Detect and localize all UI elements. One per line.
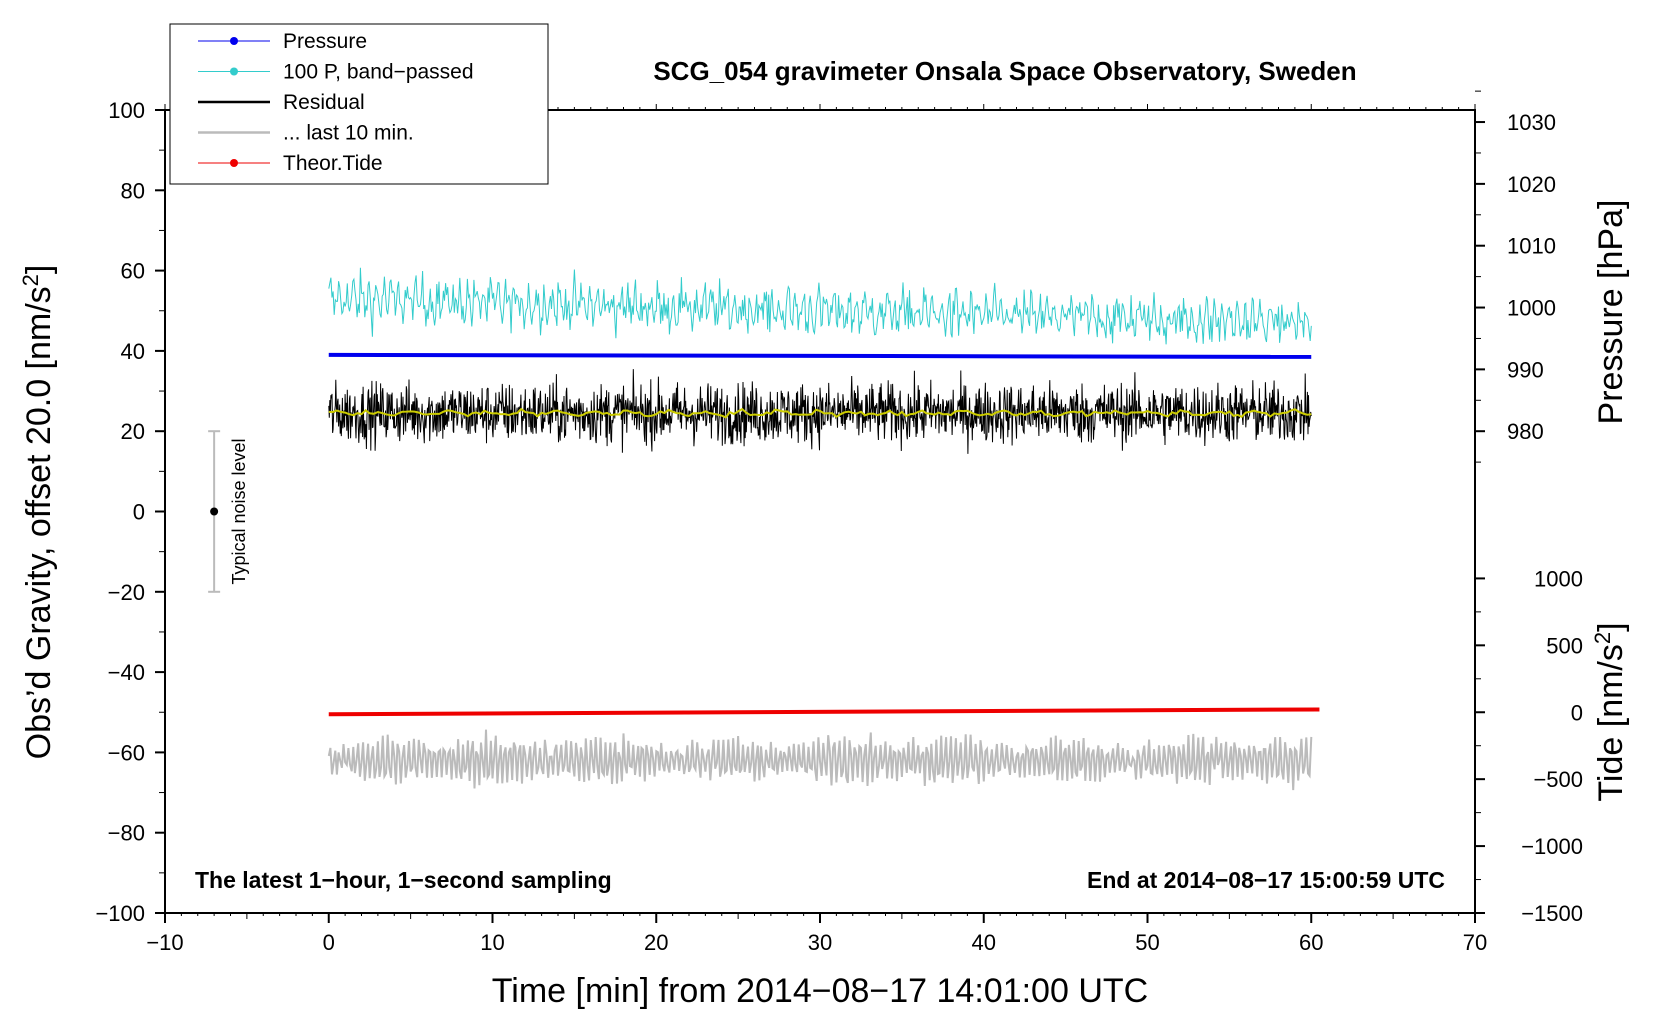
y-tick-label: 80 bbox=[121, 178, 145, 203]
legend-label: Residual bbox=[283, 91, 365, 114]
y-axis-label-left-sup: 2 bbox=[18, 274, 43, 286]
legend-label: Pressure bbox=[283, 30, 367, 53]
axes-layer: −10 0 10 20 30 40 50 60 70−100−80−60−40−20020406… bbox=[95, 90, 1583, 955]
y-tick-label: 0 bbox=[133, 500, 145, 525]
y-axis-label-tide-main: Tide [nm/s bbox=[1592, 644, 1630, 801]
tide-tick-label: 0 bbox=[1571, 700, 1583, 725]
pressure-tick-label: 990 bbox=[1507, 357, 1544, 382]
y-tick-label: −60 bbox=[108, 740, 145, 765]
y-tick-label: 20 bbox=[121, 419, 145, 444]
noise-indicator: Typical noise level bbox=[208, 430, 249, 593]
noise-label: Typical noise level bbox=[229, 438, 249, 584]
y-tick-label: −20 bbox=[108, 580, 145, 605]
pressure-tick-label: 1010 bbox=[1507, 234, 1556, 259]
tide-tick-label: 500 bbox=[1546, 633, 1583, 658]
pressure-tick-label: 1020 bbox=[1507, 172, 1556, 197]
legend-marker bbox=[230, 37, 238, 45]
series-theoretical-tide bbox=[328, 707, 1320, 717]
x-tick-label: 30 bbox=[808, 930, 832, 955]
x-tick-label: 10 bbox=[480, 930, 504, 955]
annotation-bottom-left: The latest 1−hour, 1−second sampling bbox=[195, 867, 612, 893]
x-tick-label: 20 bbox=[644, 930, 668, 955]
series-residual bbox=[328, 369, 1312, 454]
pressure-tick-label: 980 bbox=[1507, 419, 1544, 444]
y-axis-label-tide-end: ] bbox=[1592, 622, 1630, 631]
y-tick-label: 60 bbox=[121, 259, 145, 284]
tide-tick-label: −1000 bbox=[1521, 834, 1583, 859]
annotation-bottom-right: End at 2014−08−17 15:00:59 UTC bbox=[1087, 867, 1445, 893]
pressure-tick-label: 1030 bbox=[1507, 110, 1556, 135]
plot-frame bbox=[164, 109, 1476, 914]
y-axis-label-tide: Tide [nm/s2] bbox=[1590, 622, 1630, 801]
x-tick-label: 70 bbox=[1463, 930, 1487, 955]
tide-tick-label: −1500 bbox=[1521, 901, 1583, 926]
tide-tick-label: 1000 bbox=[1534, 566, 1583, 591]
y-axis-label-left-main: Obs’d Gravity, offset 20.0 [nm/s bbox=[20, 286, 58, 759]
y-tick-label: 40 bbox=[121, 339, 145, 364]
legend: Pressure 100 P, band−passed Residual ... la… bbox=[169, 23, 549, 185]
x-axis-label: Time [min] from 2014−08−17 14:01:00 UTC bbox=[492, 972, 1148, 1010]
legend-label: Theor.Tide bbox=[283, 152, 383, 175]
y-tick-label: −100 bbox=[95, 901, 145, 926]
x-tick-label: 40 bbox=[972, 930, 996, 955]
legend-label: ... last 10 min. bbox=[283, 122, 414, 145]
y-tick-label: −80 bbox=[108, 821, 145, 846]
x-tick-label: 60 bbox=[1299, 930, 1323, 955]
legend-label: 100 P, band−passed bbox=[283, 61, 474, 84]
y-axis-label-tide-sup: 2 bbox=[1590, 632, 1615, 644]
legend-marker bbox=[230, 67, 238, 76]
y-axis-label-left-end: ] bbox=[20, 265, 58, 274]
noise-center-dot bbox=[210, 507, 219, 516]
legend-box bbox=[169, 23, 549, 185]
series-pressure bbox=[328, 352, 1312, 359]
series-layer bbox=[327, 267, 1320, 791]
legend-marker bbox=[230, 159, 238, 167]
pressure-tick-label: 1000 bbox=[1507, 296, 1556, 321]
x-tick-label: 0 bbox=[323, 930, 335, 955]
x-tick-label: −10 bbox=[146, 930, 183, 955]
y-tick-label: −40 bbox=[108, 660, 145, 685]
tide-tick-label: −500 bbox=[1533, 767, 1583, 792]
series-residual-smoothed bbox=[328, 407, 1312, 419]
chart-title: SCG_054 gravimeter Onsala Space Observat… bbox=[653, 56, 1356, 86]
x-tick-label: 50 bbox=[1135, 930, 1159, 955]
y-axis-label-left: Obs’d Gravity, offset 20.0 [nm/s2] bbox=[18, 265, 58, 760]
series-band-passed-pressure bbox=[328, 267, 1312, 345]
y-tick-label: 100 bbox=[108, 98, 145, 123]
y-axis-label-pressure: Pressure [hPa] bbox=[1592, 200, 1630, 425]
series-last-10-min bbox=[327, 729, 1313, 791]
